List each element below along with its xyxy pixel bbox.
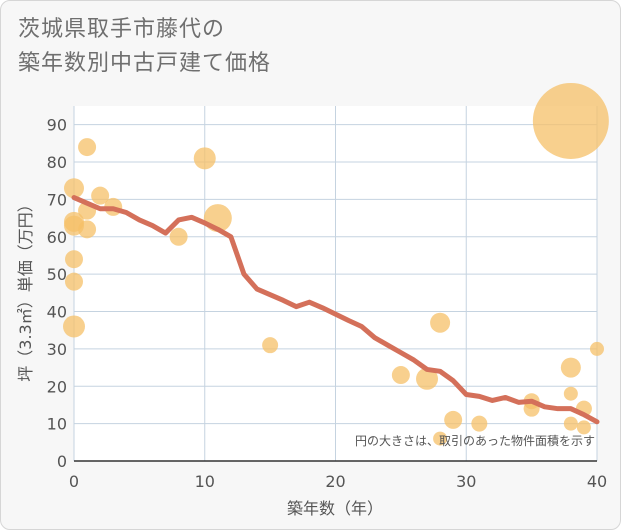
bubble-point bbox=[262, 337, 279, 354]
bubble-point bbox=[78, 220, 97, 239]
x-tick-label: 0 bbox=[69, 472, 79, 491]
x-tick-label: 30 bbox=[456, 472, 476, 491]
y-tick-label: 60 bbox=[47, 228, 67, 247]
y-tick-label: 80 bbox=[47, 153, 67, 172]
chart-title-line-1: 茨城県取手市藤代の bbox=[18, 17, 226, 42]
bubble-point bbox=[444, 410, 463, 429]
bubble-point bbox=[560, 357, 581, 378]
x-tick-label: 20 bbox=[325, 472, 345, 491]
bubble-point bbox=[63, 315, 85, 338]
y-tick-label: 90 bbox=[47, 116, 67, 135]
bubble-point bbox=[563, 386, 578, 401]
trend-series bbox=[71, 195, 600, 425]
bubble-point bbox=[433, 431, 448, 446]
y-tick-label: 70 bbox=[47, 190, 67, 209]
y-tick-label: 20 bbox=[47, 377, 67, 396]
bubble-point bbox=[590, 341, 604, 356]
y-tick-label: 30 bbox=[47, 340, 67, 359]
y-tick-label: 0 bbox=[57, 452, 67, 471]
y-tick-label: 50 bbox=[47, 265, 67, 284]
bubble-point bbox=[65, 272, 83, 291]
bubble-size-note: 円の大きさは、取引のあった物件面積を示す bbox=[355, 433, 595, 448]
y-axis-label: 坪（3.3㎡）単価（万円） bbox=[16, 196, 35, 381]
x-tick-label: 40 bbox=[587, 472, 607, 491]
bubble-point bbox=[576, 420, 591, 435]
y-axis-ticks: 0 10 20 30 40 50 60 70 80 90 bbox=[47, 116, 67, 471]
bubble-point bbox=[471, 415, 488, 432]
bubble-point bbox=[65, 250, 83, 269]
trend-line bbox=[71, 195, 600, 425]
bubble-point bbox=[78, 138, 97, 157]
x-tick-label: 10 bbox=[195, 472, 215, 491]
bubble-point bbox=[91, 186, 110, 205]
bubble-point bbox=[193, 147, 216, 170]
x-axis-label: 築年数（年） bbox=[287, 499, 383, 518]
chart-title-line-2: 築年数別中古戸建て価格 bbox=[18, 51, 272, 76]
x-axis-ticks: 0 10 20 30 40 bbox=[69, 472, 607, 491]
bubble-point bbox=[532, 82, 609, 159]
bubble-point bbox=[416, 367, 439, 390]
y-tick-label: 10 bbox=[47, 415, 67, 434]
y-tick-label: 40 bbox=[47, 303, 67, 322]
bubble-point bbox=[563, 416, 578, 431]
bubble-point bbox=[169, 227, 188, 246]
bubble-point bbox=[391, 366, 410, 385]
bubble-point bbox=[430, 312, 451, 333]
chart-title: 茨城県取手市藤代の 築年数別中古戸建て価格 bbox=[18, 13, 271, 81]
bubble-point bbox=[64, 178, 84, 199]
